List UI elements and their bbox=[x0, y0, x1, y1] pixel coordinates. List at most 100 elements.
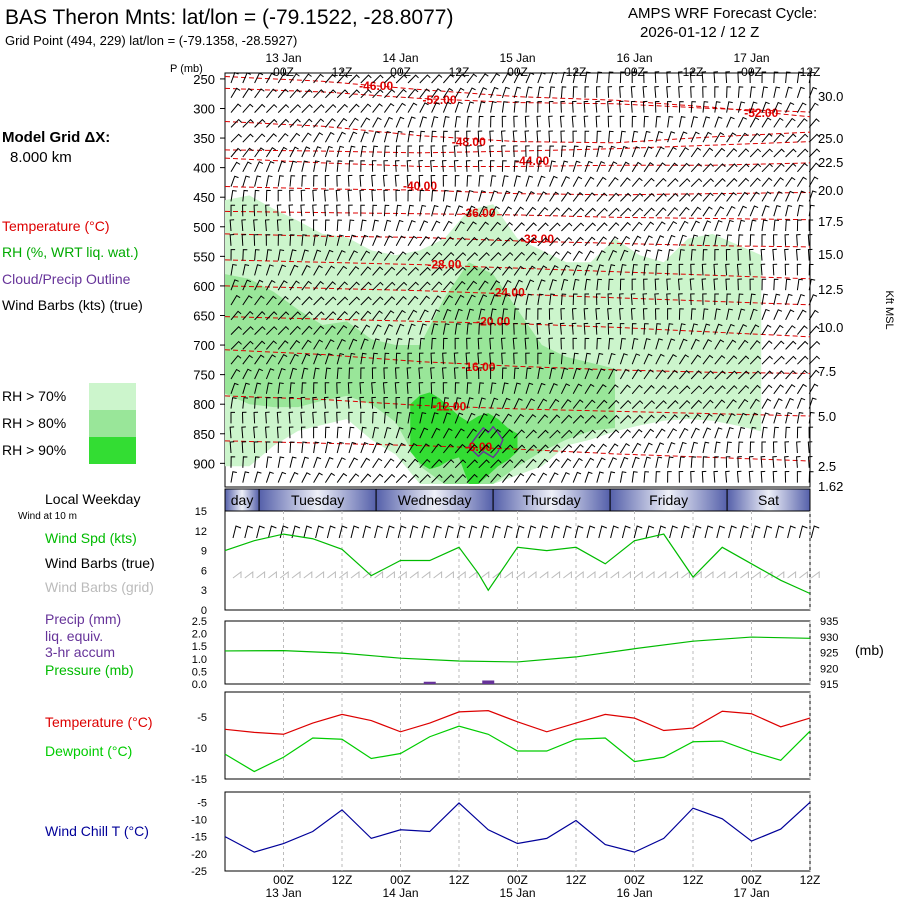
wind-barb bbox=[395, 102, 406, 113]
wind-barb bbox=[407, 145, 413, 158]
wind-barb bbox=[549, 367, 556, 380]
wind-barb bbox=[784, 441, 790, 454]
wind-barb bbox=[253, 426, 258, 439]
wind-barb-grid bbox=[504, 571, 513, 579]
weekday-label: Tuesday bbox=[291, 492, 344, 508]
wind-barb bbox=[501, 323, 507, 335]
wind-barb bbox=[313, 175, 318, 187]
wind-barb bbox=[374, 525, 383, 539]
isotherm-label: -52.00 bbox=[744, 106, 778, 120]
wind-barb bbox=[478, 190, 486, 202]
wind-barb bbox=[808, 190, 817, 202]
wind-barb bbox=[728, 525, 737, 539]
wind-barb bbox=[667, 146, 677, 158]
wind-barb bbox=[690, 413, 702, 424]
wind-barb bbox=[254, 326, 266, 335]
wind-barb bbox=[714, 385, 726, 395]
wind-barb bbox=[277, 353, 288, 365]
wind-barb bbox=[478, 237, 490, 247]
wind-barb bbox=[502, 459, 514, 469]
wind-barb bbox=[254, 354, 265, 365]
wind-barb bbox=[726, 219, 734, 232]
wind-barb bbox=[572, 71, 580, 84]
wind-barb bbox=[796, 86, 805, 98]
wind-barb bbox=[407, 204, 414, 217]
wind-barb bbox=[419, 145, 424, 158]
panel-tick-label: 15 bbox=[195, 506, 207, 518]
wind-barb bbox=[726, 86, 732, 98]
wind-barb bbox=[431, 116, 439, 128]
wind-barb bbox=[395, 427, 404, 439]
wind-barb bbox=[796, 441, 801, 454]
wind-barb bbox=[244, 525, 253, 539]
wind-barb bbox=[785, 148, 797, 158]
wind-barb bbox=[230, 326, 242, 335]
wind-barb bbox=[737, 426, 746, 439]
wind-barb bbox=[525, 398, 535, 409]
wind-barb bbox=[241, 426, 246, 439]
panel-tick-label: 0.5 bbox=[192, 666, 207, 678]
wind-barb bbox=[784, 263, 790, 276]
wind-chill-line bbox=[224, 801, 811, 853]
wind-barb bbox=[785, 293, 793, 306]
wind-barb-grid bbox=[433, 571, 443, 579]
wind-barb bbox=[336, 117, 348, 128]
wind-barb bbox=[230, 204, 236, 217]
isotherm-label: -12.00 bbox=[432, 400, 466, 414]
wind-barb bbox=[242, 354, 253, 365]
wind-barb bbox=[289, 132, 301, 143]
wind-barb bbox=[525, 160, 532, 172]
wind-barb bbox=[808, 355, 821, 365]
wind-barb bbox=[502, 266, 513, 276]
wind-barb bbox=[631, 115, 637, 128]
wind-barb bbox=[372, 338, 380, 350]
wind-barb bbox=[608, 368, 618, 380]
wind-barb bbox=[808, 426, 814, 439]
height-tick-label: 1.62 bbox=[818, 479, 843, 494]
wind-barb bbox=[643, 456, 651, 468]
wind-barb bbox=[574, 525, 584, 539]
wind-barb bbox=[325, 118, 336, 128]
wind-barb bbox=[725, 470, 730, 483]
wind-barb bbox=[419, 204, 427, 217]
wind-barb bbox=[596, 86, 601, 98]
wind-barb bbox=[761, 398, 772, 409]
wind-barb bbox=[336, 441, 344, 454]
wind-barb bbox=[489, 337, 494, 350]
cloud-outline bbox=[467, 425, 504, 459]
wind-barb bbox=[701, 470, 707, 483]
wind-barb bbox=[478, 73, 489, 84]
time-label-top: 00Z bbox=[507, 65, 528, 79]
wind-barb bbox=[772, 263, 778, 276]
wind-barb bbox=[230, 382, 239, 394]
wind-barb bbox=[572, 160, 581, 172]
wind-barb bbox=[807, 441, 813, 454]
wind-barb bbox=[608, 443, 619, 454]
weekday-band: day Tuesday Wednesday Thursday Friday Sat bbox=[224, 488, 811, 512]
wind-barb bbox=[500, 130, 506, 143]
wind-barb bbox=[549, 160, 556, 172]
wind-barb-grid bbox=[610, 571, 620, 579]
wind-barb bbox=[478, 444, 490, 454]
wind-barb bbox=[301, 339, 312, 350]
wind-barb bbox=[631, 130, 639, 143]
wind-barb bbox=[667, 428, 677, 439]
wind-barb bbox=[513, 206, 525, 217]
wind-barb bbox=[254, 147, 265, 158]
wind-barb bbox=[313, 382, 318, 394]
wind-barb bbox=[702, 456, 708, 468]
wind-barb bbox=[324, 234, 332, 246]
wind-barb bbox=[336, 457, 346, 469]
wind-barb bbox=[572, 399, 584, 409]
wind-barb bbox=[785, 162, 797, 173]
wind-barb bbox=[796, 309, 807, 321]
date-label-top: 13 Jan bbox=[265, 51, 301, 65]
wind-barb bbox=[466, 382, 472, 394]
wind-barb bbox=[584, 250, 595, 261]
wind-barb bbox=[419, 337, 425, 350]
wind-barb bbox=[419, 323, 427, 335]
wind-barb bbox=[785, 133, 797, 143]
date-label-bottom: 14 Jan bbox=[382, 886, 418, 900]
isotherm-line bbox=[224, 87, 811, 113]
wind-barb bbox=[596, 352, 604, 365]
